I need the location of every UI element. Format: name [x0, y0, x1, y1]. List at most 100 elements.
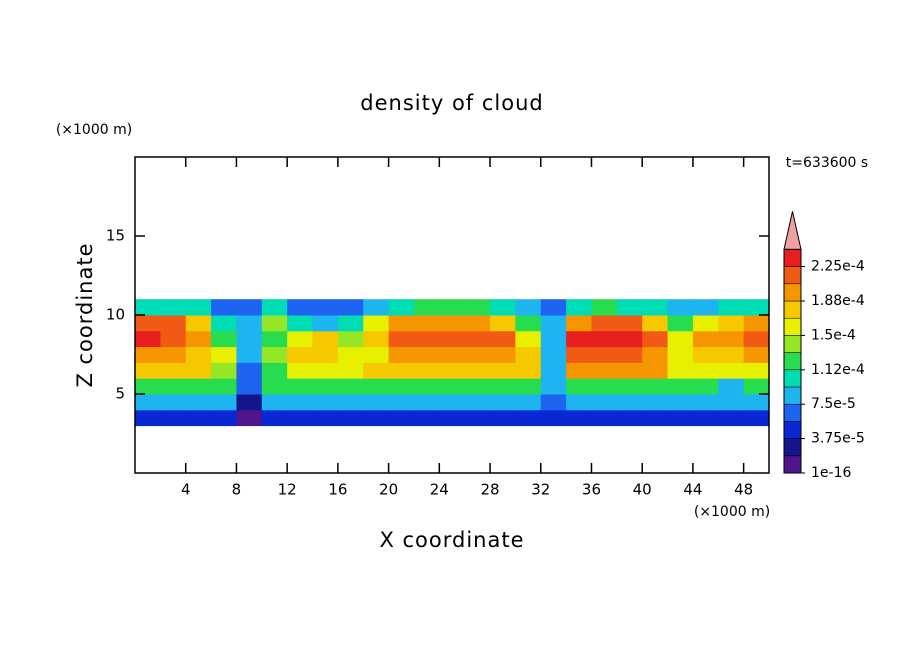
- contour-cell: [743, 346, 770, 363]
- contour-cell: [337, 315, 364, 332]
- contour-cell: [515, 299, 542, 316]
- contour-cell: [591, 378, 618, 395]
- contour-cell: [464, 362, 491, 379]
- contour-cell: [667, 330, 694, 348]
- contour-cell: [185, 394, 212, 411]
- contour-cell: [540, 394, 567, 411]
- contour-cell: [185, 362, 212, 379]
- contour-cell: [743, 394, 770, 411]
- x-tick-label: 32: [531, 481, 550, 499]
- contour-cell: [160, 378, 187, 395]
- contour-cell: [667, 299, 694, 316]
- contour-cell: [337, 378, 364, 395]
- contour-cell: [616, 346, 643, 363]
- contour-cell: [236, 330, 263, 348]
- contour-cell: [287, 409, 314, 427]
- x-tick-label: 16: [328, 481, 347, 499]
- contour-cell: [642, 330, 669, 348]
- contour-cell: [211, 315, 237, 332]
- contour-cell: [464, 409, 491, 427]
- contour-cell: [718, 409, 745, 427]
- contour-cell: [718, 394, 745, 411]
- contour-cell: [185, 378, 212, 395]
- contour-cell: [388, 394, 415, 411]
- x-tick-label: 8: [232, 481, 242, 499]
- contour-cell: [312, 394, 339, 411]
- contour-cell: [692, 378, 719, 395]
- contour-cell: [185, 315, 212, 332]
- contour-cell: [261, 330, 288, 348]
- contour-cell: [591, 299, 618, 316]
- contour-cell: [718, 315, 745, 332]
- contour-cell: [236, 315, 263, 332]
- x-tick-label: 36: [582, 481, 601, 499]
- contour-cell: [692, 346, 719, 363]
- contour-cell: [135, 409, 161, 427]
- contour-cell: [718, 330, 745, 348]
- contour-cell: [236, 409, 263, 427]
- contour-cell: [287, 394, 314, 411]
- x-tick-label: 4: [181, 481, 191, 499]
- contour-cell: [743, 409, 770, 427]
- contour-cell: [236, 362, 263, 379]
- contour-cell: [261, 299, 288, 316]
- contour-cell: [490, 362, 516, 379]
- contour-cell: [135, 394, 161, 411]
- contour-cell: [616, 378, 643, 395]
- contour-cell: [413, 330, 440, 348]
- contour-cell: [616, 394, 643, 411]
- contour-cell: [211, 409, 237, 427]
- colorbar-box: [783, 421, 802, 439]
- contour-cell: [566, 346, 592, 363]
- contour-cell: [490, 315, 516, 332]
- contour-cell: [566, 315, 592, 332]
- contour-cell: [236, 378, 263, 395]
- contour-cell: [566, 299, 592, 316]
- contour-cell: [718, 346, 745, 363]
- colorbar-box: [783, 386, 802, 405]
- x-axis-title: X coordinate: [379, 528, 524, 552]
- x-tick-label: 48: [734, 481, 753, 499]
- contour-cell: [261, 362, 288, 379]
- contour-cell: [566, 330, 592, 348]
- contour-cell: [490, 409, 516, 427]
- contour-cell: [490, 299, 516, 316]
- colorbar-label: 1e-16: [811, 465, 851, 481]
- contour-cell: [490, 346, 516, 363]
- contour-cell: [490, 378, 516, 395]
- x-tick-label: 24: [430, 481, 449, 499]
- contour-cell: [388, 362, 415, 379]
- colorbar-box: [783, 403, 802, 422]
- contour-cell: [287, 346, 314, 363]
- contour-cell: [185, 409, 212, 427]
- contour-cell: [413, 378, 440, 395]
- contour-cell: [566, 409, 592, 427]
- contour-cell: [135, 299, 161, 316]
- contour-cell: [515, 362, 542, 379]
- contour-cell: [363, 346, 390, 363]
- contour-cell: [692, 299, 719, 316]
- x-tick-label: 28: [480, 481, 499, 499]
- contour-cell: [185, 346, 212, 363]
- contour-cell: [388, 346, 415, 363]
- contour-cell: [211, 362, 237, 379]
- contour-cell: [211, 378, 237, 395]
- contour-cell: [185, 330, 212, 348]
- contour-cell: [591, 315, 618, 332]
- contour-cell: [312, 378, 339, 395]
- contour-cell: [312, 409, 339, 427]
- contour-cell: [439, 315, 466, 332]
- contour-cell: [692, 409, 719, 427]
- contour-cell: [515, 346, 542, 363]
- contour-cell: [464, 315, 491, 332]
- contour-cell: [591, 409, 618, 427]
- contour-cell: [743, 315, 770, 332]
- contour-cell: [540, 409, 567, 427]
- contour-cell: [439, 362, 466, 379]
- colorbar-frame: [783, 248, 802, 474]
- contour-cell: [718, 362, 745, 379]
- colorbar-box: [783, 249, 802, 267]
- colorbar-label: 7.5e-5: [811, 396, 856, 412]
- contour-cell: [692, 330, 719, 348]
- contour-cell: [135, 346, 161, 363]
